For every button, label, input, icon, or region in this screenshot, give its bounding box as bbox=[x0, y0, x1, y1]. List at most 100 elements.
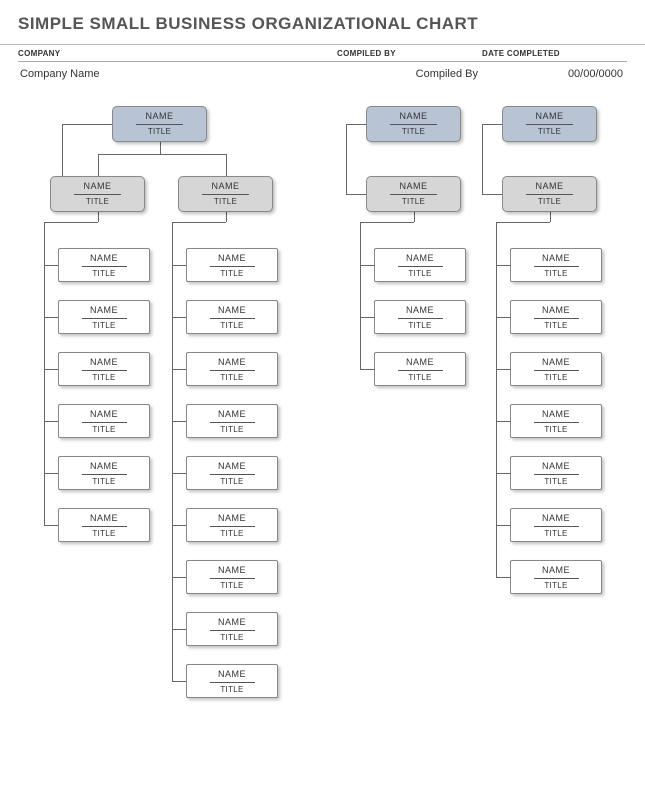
connector-v bbox=[346, 124, 347, 194]
org-node: NAMETITLE bbox=[58, 508, 150, 542]
org-node: NAMETITLE bbox=[186, 352, 278, 386]
node-divider bbox=[398, 266, 443, 267]
node-title: TITLE bbox=[51, 197, 144, 206]
node-name: NAME bbox=[187, 409, 277, 420]
node-divider bbox=[82, 526, 127, 527]
meta-date: DATE COMPLETED 00/00/0000 bbox=[482, 45, 627, 88]
org-node: NAMETITLE bbox=[510, 300, 602, 334]
connector-v bbox=[496, 222, 497, 577]
connector-h bbox=[360, 369, 374, 370]
connector-v bbox=[44, 222, 45, 525]
connector-h bbox=[172, 681, 186, 682]
node-title: TITLE bbox=[187, 269, 277, 278]
connector-v bbox=[360, 222, 361, 369]
connector-v bbox=[172, 222, 173, 681]
node-name: NAME bbox=[113, 111, 206, 122]
node-title: TITLE bbox=[503, 127, 596, 136]
node-name: NAME bbox=[367, 181, 460, 192]
node-divider bbox=[534, 422, 579, 423]
node-divider bbox=[534, 370, 579, 371]
org-node: NAME TITLE bbox=[374, 352, 466, 386]
node-name: NAME bbox=[51, 181, 144, 192]
node-title: TITLE bbox=[511, 269, 601, 278]
connector-h bbox=[44, 525, 58, 526]
node-name: NAME bbox=[187, 513, 277, 524]
node-divider bbox=[82, 266, 127, 267]
connector-h bbox=[496, 421, 510, 422]
org-node: NAME TITLE bbox=[510, 560, 602, 594]
meta-row: COMPANY Company Name COMPILED BY Compile… bbox=[0, 44, 645, 88]
node-title: TITLE bbox=[59, 425, 149, 434]
org-node: NAMETITLE bbox=[58, 300, 150, 334]
node-title: TITLE bbox=[511, 373, 601, 382]
node-name: NAME bbox=[59, 513, 149, 524]
node-title: TITLE bbox=[59, 269, 149, 278]
connector-h bbox=[62, 124, 112, 125]
node-divider bbox=[534, 578, 579, 579]
connector-h bbox=[44, 265, 58, 266]
org-node: NAMETITLE bbox=[502, 176, 597, 212]
connector-h bbox=[496, 473, 510, 474]
org-node: NAMETITLE bbox=[186, 508, 278, 542]
org-node: NAMETITLE bbox=[186, 300, 278, 334]
org-node: NAMETITLE bbox=[186, 248, 278, 282]
connector-h bbox=[44, 317, 58, 318]
node-divider bbox=[210, 318, 255, 319]
node-name: NAME bbox=[511, 513, 601, 524]
node-title: TITLE bbox=[187, 425, 277, 434]
node-name: NAME bbox=[511, 409, 601, 420]
org-node: NAMETITLE bbox=[366, 106, 461, 142]
connector-h bbox=[172, 317, 186, 318]
node-name: NAME bbox=[503, 111, 596, 122]
connector-h bbox=[44, 473, 58, 474]
connector-h bbox=[360, 222, 414, 223]
connector-h bbox=[360, 317, 374, 318]
node-name: NAME bbox=[375, 357, 465, 368]
connector-v bbox=[98, 154, 99, 176]
node-title: TITLE bbox=[59, 321, 149, 330]
node-divider bbox=[136, 124, 183, 125]
org-node: NAME TITLE bbox=[510, 248, 602, 282]
connector-h bbox=[172, 421, 186, 422]
meta-company-label: COMPANY bbox=[18, 47, 337, 62]
org-node: NAME TITLE bbox=[58, 456, 150, 490]
node-title: TITLE bbox=[511, 477, 601, 486]
connector-v bbox=[226, 154, 227, 176]
connector-h bbox=[172, 473, 186, 474]
node-title: TITLE bbox=[187, 373, 277, 382]
connector-v bbox=[226, 212, 227, 222]
org-node: NAMETITLE bbox=[186, 612, 278, 646]
node-name: NAME bbox=[511, 565, 601, 576]
connector-h bbox=[44, 369, 58, 370]
node-title: TITLE bbox=[375, 321, 465, 330]
node-title: TITLE bbox=[187, 477, 277, 486]
org-node: NAMETITLE bbox=[186, 456, 278, 490]
node-name: NAME bbox=[59, 461, 149, 472]
node-divider bbox=[390, 194, 437, 195]
node-name: NAME bbox=[375, 305, 465, 316]
connector-v bbox=[98, 212, 99, 222]
node-title: TITLE bbox=[187, 321, 277, 330]
org-node: NAMETITLE bbox=[112, 106, 207, 142]
node-name: NAME bbox=[511, 253, 601, 264]
connector-h bbox=[346, 124, 366, 125]
connector-h bbox=[482, 124, 502, 125]
node-divider bbox=[398, 370, 443, 371]
meta-compiled: COMPILED BY Compiled By bbox=[337, 45, 482, 88]
node-title: TITLE bbox=[375, 373, 465, 382]
node-divider bbox=[74, 194, 121, 195]
node-title: TITLE bbox=[511, 581, 601, 590]
node-name: NAME bbox=[179, 181, 272, 192]
node-title: TITLE bbox=[179, 197, 272, 206]
node-title: TITLE bbox=[59, 373, 149, 382]
connector-v bbox=[160, 142, 161, 154]
node-name: NAME bbox=[503, 181, 596, 192]
node-divider bbox=[398, 318, 443, 319]
node-title: TITLE bbox=[375, 269, 465, 278]
connector-h bbox=[360, 265, 374, 266]
org-node: NAMETITLE bbox=[58, 248, 150, 282]
connector-h bbox=[496, 525, 510, 526]
node-title: TITLE bbox=[59, 477, 149, 486]
org-node: NAME TITLE bbox=[186, 404, 278, 438]
connector-h bbox=[496, 369, 510, 370]
